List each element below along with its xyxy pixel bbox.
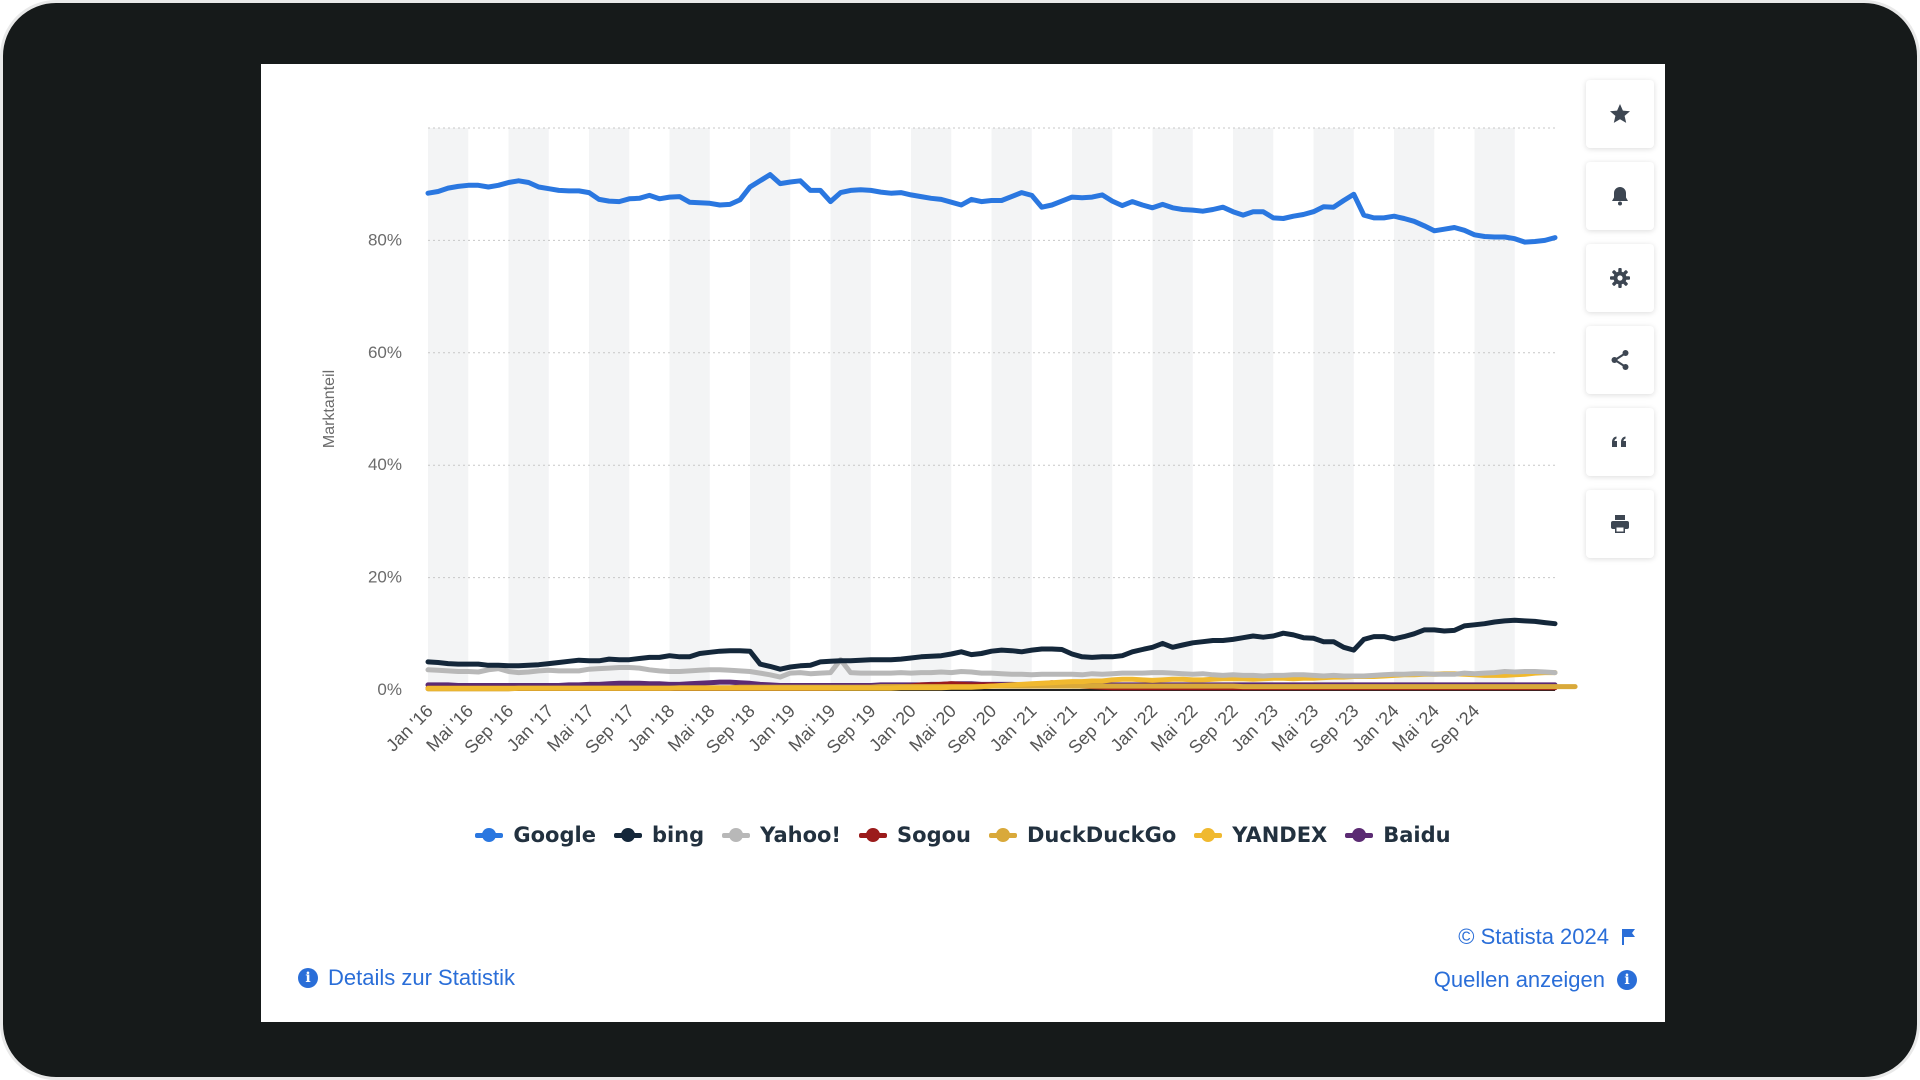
y-axis-title: Marktanteil <box>321 370 338 448</box>
legend-swatch <box>722 828 751 842</box>
legend-item[interactable]: YANDEX <box>1194 823 1327 847</box>
legend-label: Sogou <box>897 823 971 847</box>
print-button[interactable] <box>1586 490 1654 558</box>
sources-link[interactable]: Quellen anzeigen i <box>1434 967 1637 993</box>
band-shade <box>428 128 469 690</box>
favorite-button[interactable] <box>1586 80 1654 148</box>
band-shade <box>1152 128 1193 690</box>
flag-icon <box>1622 929 1635 945</box>
quote-icon <box>1612 436 1626 447</box>
band-shade <box>1394 128 1435 690</box>
info-icon: i <box>298 968 318 988</box>
bell-icon <box>1612 187 1628 206</box>
legend-swatch <box>613 828 642 842</box>
printer-icon <box>1611 515 1629 533</box>
legend-item[interactable]: DuckDuckGo <box>988 823 1177 847</box>
series-line-google <box>425 172 1558 245</box>
chart-legend: Google bing Yahoo! Sogou DuckDuckGo YANDEX Bai… <box>261 823 1665 847</box>
band-shade <box>1233 128 1274 690</box>
y-tick-label: 0% <box>377 680 402 699</box>
band-shade <box>911 128 952 690</box>
legend-label: DuckDuckGo <box>1026 823 1177 847</box>
legend-swatch <box>1194 828 1223 842</box>
star-icon <box>1610 104 1630 123</box>
chart-toolbar <box>1586 80 1654 558</box>
gear-icon <box>1610 268 1630 288</box>
legend-swatch <box>475 828 504 842</box>
y-tick-label: 20% <box>368 568 402 587</box>
series-line-bing <box>425 617 1558 672</box>
y-tick-label: 80% <box>368 230 402 249</box>
legend-swatch <box>859 828 888 842</box>
legend-item[interactable]: bing <box>613 823 705 847</box>
band-shade <box>830 128 871 690</box>
band-shade <box>1474 128 1515 690</box>
credit-label: © Statista 2024 <box>1458 924 1609 949</box>
series-line-yahoo <box>425 657 1558 680</box>
band-shade <box>1072 128 1113 690</box>
band-shade <box>991 128 1032 690</box>
notification-button[interactable] <box>1586 162 1654 230</box>
share-icon <box>1611 350 1629 370</box>
band-shade <box>508 128 549 690</box>
band-shade <box>589 128 630 690</box>
legend-label: Google <box>513 823 596 847</box>
cite-button[interactable] <box>1586 408 1654 476</box>
legend-item[interactable]: Baidu <box>1345 823 1451 847</box>
legend-item[interactable]: Google <box>475 823 596 847</box>
band-shade <box>1313 128 1354 690</box>
legend-swatch <box>988 828 1017 842</box>
settings-button[interactable] <box>1586 244 1654 312</box>
details-label: Details zur Statistik <box>328 965 516 990</box>
chart-card: 0% 20% 40% 60% 80% Marktanteil Jan '16 Mai '16 S… <box>261 64 1665 1022</box>
legend-item[interactable]: Yahoo! <box>722 823 841 847</box>
y-tick-label: 40% <box>368 455 402 474</box>
legend-label: Yahoo! <box>760 823 842 847</box>
y-tick-label: 60% <box>368 343 402 362</box>
band-shade <box>669 128 710 690</box>
share-button[interactable] <box>1586 326 1654 394</box>
band-shade <box>750 128 791 690</box>
legend-label: Baidu <box>1383 823 1451 847</box>
sources-label: Quellen anzeigen <box>1433 967 1605 992</box>
legend-label: bing <box>651 823 705 847</box>
legend-swatch <box>1345 828 1374 842</box>
legend-item[interactable]: Sogou <box>859 823 971 847</box>
details-link[interactable]: i Details zur Statistik <box>298 965 515 991</box>
legend-label: YANDEX <box>1232 823 1328 847</box>
copyright-credit[interactable]: © Statista 2024 <box>1458 924 1637 950</box>
info-icon: i <box>1617 970 1637 990</box>
